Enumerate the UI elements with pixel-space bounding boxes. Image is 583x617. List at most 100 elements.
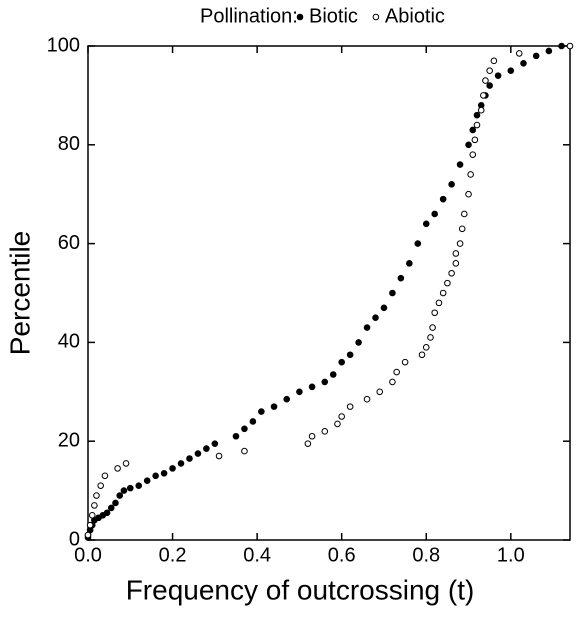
point: [194, 450, 202, 457]
point: [507, 67, 515, 74]
point: [444, 279, 451, 287]
point: [467, 171, 474, 178]
point: [152, 472, 159, 480]
x-axis-label: Frequency of outcrossing (t): [126, 574, 475, 605]
point: [376, 388, 384, 396]
point: [355, 339, 362, 346]
point: [120, 487, 128, 494]
point: [515, 50, 523, 57]
point: [283, 395, 291, 403]
point: [429, 324, 436, 331]
y-tick-label: 20: [58, 429, 80, 451]
point: [308, 383, 316, 391]
point: [363, 395, 371, 403]
point: [469, 126, 477, 134]
legend-title: Pollination:: [200, 5, 298, 27]
point: [338, 413, 345, 420]
y-tick-label: 40: [58, 331, 80, 353]
point: [448, 181, 455, 188]
x-tick-label: 0.0: [74, 544, 102, 566]
point: [103, 509, 111, 517]
point: [380, 304, 388, 312]
point: [477, 106, 485, 114]
point: [427, 334, 434, 341]
point: [389, 289, 396, 297]
point: [558, 42, 565, 50]
point: [211, 440, 219, 447]
y-axis-label: Percentile: [4, 231, 35, 356]
point: [372, 314, 379, 322]
point: [232, 432, 240, 440]
point: [566, 42, 574, 50]
point: [329, 371, 337, 378]
point: [460, 210, 468, 218]
point: [215, 452, 223, 460]
point: [456, 161, 464, 168]
point: [241, 447, 248, 455]
point: [465, 141, 472, 149]
point: [439, 195, 447, 203]
point: [114, 465, 121, 472]
y-tick-label: 60: [58, 232, 80, 254]
point: [406, 260, 413, 267]
plot-frame: [87, 45, 571, 541]
point: [88, 512, 96, 519]
point: [471, 136, 479, 144]
point: [112, 499, 119, 507]
point: [473, 111, 481, 119]
point: [486, 82, 493, 89]
point: [338, 358, 345, 366]
x-tick-label: 0.6: [328, 544, 356, 566]
point: [101, 472, 109, 480]
legend-label: Abiotic: [385, 5, 445, 27]
point: [296, 388, 303, 396]
x-tick-label: 0.8: [412, 544, 440, 566]
point: [304, 440, 312, 447]
point: [122, 460, 130, 467]
point: [452, 260, 460, 267]
point: [418, 351, 426, 359]
point: [346, 403, 354, 410]
point: [321, 378, 329, 386]
point: [414, 240, 422, 247]
point: [439, 289, 447, 297]
point: [334, 420, 341, 428]
point: [169, 465, 176, 472]
point: [389, 378, 396, 386]
point: [93, 492, 100, 499]
point: [465, 190, 472, 198]
point: [401, 358, 409, 366]
point: [486, 67, 493, 74]
legend-label: Biotic: [309, 5, 358, 27]
point: [456, 240, 464, 247]
point: [203, 445, 210, 452]
point: [545, 47, 553, 55]
x-tick-label: 0.4: [243, 544, 271, 566]
point: [469, 151, 477, 158]
point: [86, 521, 94, 529]
point: [490, 57, 498, 65]
point: [458, 225, 466, 233]
point: [91, 502, 98, 509]
point: [431, 210, 439, 218]
point: [520, 59, 527, 67]
point: [160, 470, 168, 477]
point: [270, 403, 278, 410]
x-tick-label: 1.0: [497, 544, 525, 566]
point: [249, 418, 257, 425]
point: [135, 482, 143, 489]
point: [97, 482, 104, 489]
point: [452, 250, 460, 257]
point: [431, 309, 439, 317]
point: [480, 92, 487, 99]
point: [143, 477, 151, 485]
legend-marker: [296, 13, 304, 21]
legend-marker: [372, 13, 380, 21]
point: [241, 425, 248, 433]
x-tick-label: 0.2: [159, 544, 187, 566]
y-tick-label: 0: [69, 528, 80, 550]
point: [116, 492, 124, 499]
point: [422, 220, 430, 228]
point: [435, 299, 443, 307]
point: [448, 269, 455, 277]
